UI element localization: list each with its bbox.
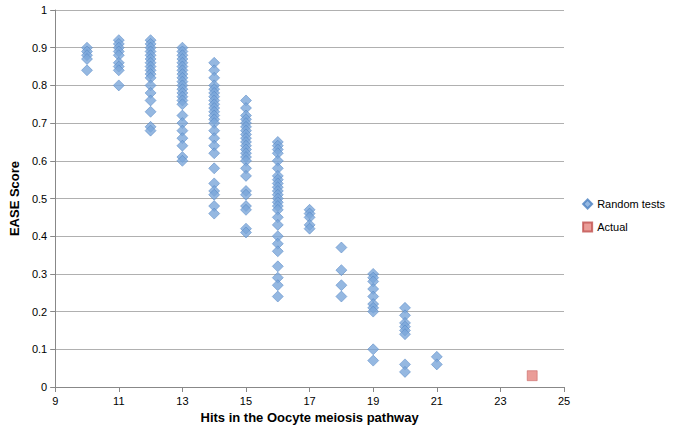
svg-text:9: 9 xyxy=(52,395,58,407)
svg-text:0.8: 0.8 xyxy=(32,79,47,91)
svg-text:0.4: 0.4 xyxy=(32,230,47,242)
svg-text:19: 19 xyxy=(367,395,379,407)
svg-text:0.5: 0.5 xyxy=(32,193,47,205)
svg-text:25: 25 xyxy=(558,395,570,407)
svg-text:17: 17 xyxy=(303,395,315,407)
svg-text:Random tests: Random tests xyxy=(597,198,665,210)
svg-text:0.2: 0.2 xyxy=(32,306,47,318)
svg-text:21: 21 xyxy=(431,395,443,407)
svg-text:EASE Score: EASE Score xyxy=(7,161,22,236)
svg-text:0: 0 xyxy=(41,381,47,393)
svg-text:0.1: 0.1 xyxy=(32,343,47,355)
svg-text:23: 23 xyxy=(494,395,506,407)
svg-text:Hits in the Oocyte meiosis pat: Hits in the Oocyte meiosis pathway xyxy=(201,410,420,425)
svg-text:0.9: 0.9 xyxy=(32,42,47,54)
svg-text:15: 15 xyxy=(240,395,252,407)
svg-text:13: 13 xyxy=(176,395,188,407)
svg-text:0.7: 0.7 xyxy=(32,117,47,129)
svg-text:0.6: 0.6 xyxy=(32,155,47,167)
svg-text:11: 11 xyxy=(113,395,124,407)
svg-text:0.3: 0.3 xyxy=(32,268,47,280)
svg-text:1: 1 xyxy=(41,4,47,16)
svg-text:Actual: Actual xyxy=(597,221,628,233)
